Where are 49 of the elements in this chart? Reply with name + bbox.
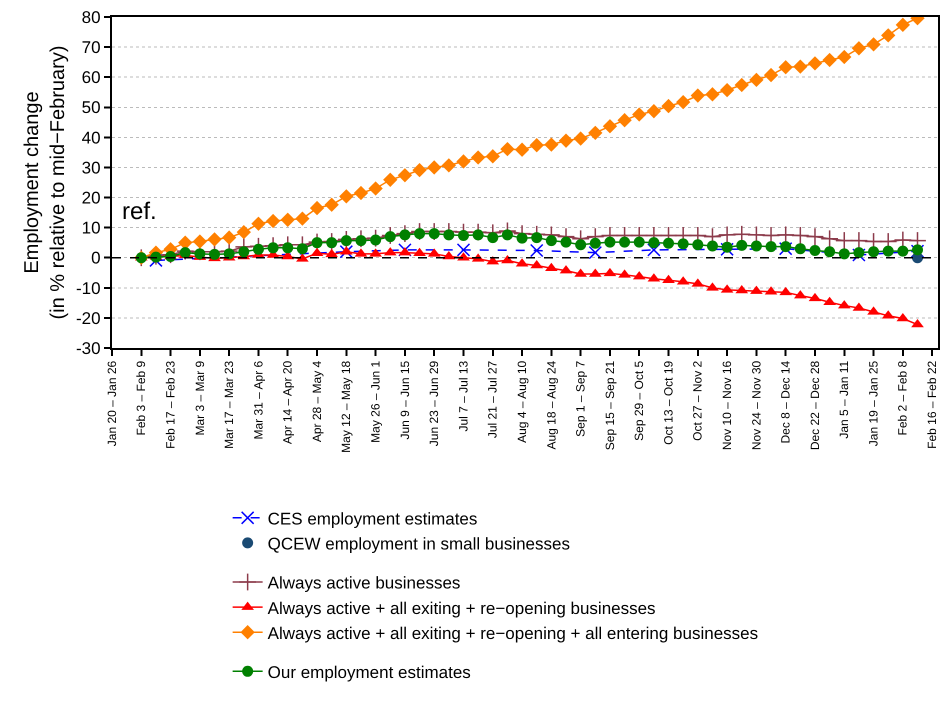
- x-tick-label: Jun 9 – Jun 15: [398, 360, 412, 440]
- legend-label: Our employment estimates: [268, 662, 471, 682]
- x-tick-label: Jun 23 – Jun 29: [427, 360, 442, 446]
- y-tick-label: 10: [82, 218, 101, 238]
- y-tick-label: 50: [82, 98, 101, 118]
- x-tick-label: May 26 – Jun 1: [368, 360, 383, 443]
- x-tick-label: Mar 17 – Mar 23: [222, 360, 236, 449]
- y-tick-label: 0: [91, 248, 101, 268]
- x-tick-label: Mar 31 – Apr 6: [251, 360, 266, 440]
- x-tick-label: Apr 28 – May 4: [310, 360, 324, 442]
- x-tick-label: Dec 8 – Dec 14: [778, 360, 793, 444]
- legend-label: Always active + all exiting + re−opening + all entering businesses: [268, 624, 758, 643]
- x-tick-label: Oct 27 – Nov 2: [690, 360, 705, 441]
- x-tick-label: Sep 1 – Sep 7: [574, 360, 588, 437]
- legend-label: CES employment estimates: [268, 509, 478, 528]
- x-tick-label: Feb 17 – Feb 23: [163, 360, 178, 449]
- x-tick-label: Dec 22 – Dec 28: [808, 360, 822, 450]
- legend-label: Always active businesses: [268, 574, 460, 593]
- y-tick-label: 20: [82, 188, 101, 208]
- y-tick-label: -30: [76, 338, 101, 358]
- annotation: ref.: [122, 198, 157, 225]
- x-tick-label: Mar 3 – Mar 9: [192, 360, 207, 436]
- x-tick-label: Nov 24 – Nov 30: [749, 360, 764, 450]
- x-tick-label: Nov 10 – Nov 16: [720, 360, 734, 450]
- x-tick-label: Aug 4 – Aug 10: [514, 360, 529, 443]
- x-tick-label: Jan 5 – Jan 11: [837, 360, 852, 439]
- y-tick-label: 70: [82, 38, 101, 58]
- x-tick-label: Jul 21 – Jul 27: [486, 360, 500, 438]
- x-tick-label: Feb 3 – Feb 9: [134, 360, 148, 436]
- x-tick-label: Feb 2 – Feb 8: [896, 360, 910, 436]
- legend-label: QCEW employment in small businesses: [268, 534, 570, 554]
- x-tick-label: Jan 19 – Jan 25: [866, 360, 880, 446]
- y-tick-label: 80: [82, 8, 101, 27]
- y-tick-label: 60: [82, 68, 101, 88]
- x-tick-label: Sep 29 – Oct 5: [632, 360, 646, 441]
- x-tick-label: Feb 16 – Feb 22: [925, 360, 940, 449]
- y-axis-title: Employment change (in % relative to mid−February): [21, 46, 70, 320]
- x-tick-label: Jan 20 – Jan 26: [104, 360, 119, 446]
- x-tick-label: May 12 – May 18: [339, 360, 354, 453]
- x-tick-label: Sep 15 – Sep 21: [602, 360, 617, 450]
- x-tick-label: Apr 14 – Apr 20: [280, 360, 295, 444]
- y-tick-label: -20: [76, 308, 101, 328]
- x-tick-label: Jul 7 – Jul 13: [456, 360, 470, 432]
- x-tick-label: Oct 13 – Oct 19: [661, 360, 676, 445]
- y-tick-label: 30: [82, 158, 101, 178]
- y-tick-label: 40: [82, 128, 101, 148]
- legend-label: Always active + all exiting + re−opening businesses: [268, 598, 656, 618]
- x-tick-label: Aug 18 – Aug 24: [544, 360, 558, 450]
- y-tick-label: -10: [76, 278, 101, 298]
